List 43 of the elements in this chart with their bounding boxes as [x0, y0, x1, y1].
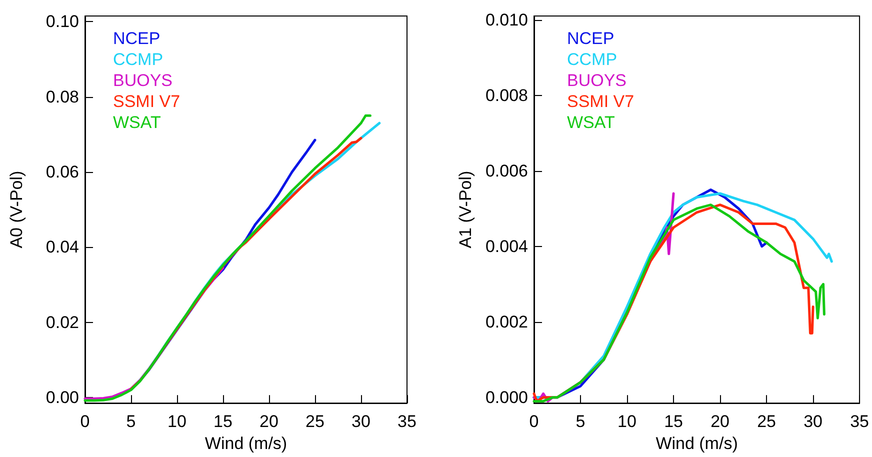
y-tick-label: 0.002 — [485, 312, 528, 332]
x-tick-label: 0 — [80, 412, 90, 432]
x-tick-label: 30 — [352, 412, 370, 432]
x-tick-label: 20 — [710, 412, 730, 432]
text: WSAT — [113, 113, 161, 132]
x-tick-label: 5 — [576, 412, 586, 432]
y-tick-label: 0.02 — [46, 312, 79, 332]
x-tick-label: 20 — [260, 412, 278, 432]
y-tick-label: 0.08 — [46, 87, 79, 106]
x-tick-label: 15 — [664, 412, 683, 432]
x-tick-label: 0 — [529, 412, 539, 432]
line-series — [84, 114, 372, 402]
x-tick-label: 5 — [126, 412, 136, 432]
y-tick-label: 0.04 — [46, 238, 79, 257]
x-tick-label: 30 — [804, 412, 822, 432]
text: CCMP — [113, 50, 164, 69]
text: SSMI V7 — [113, 92, 180, 111]
x-tick-label: 25 — [757, 412, 776, 432]
text: NCEP — [567, 29, 614, 48]
x-axis-title: Wind (m/s) — [656, 434, 738, 453]
text: NCEP — [113, 29, 160, 48]
text: BUOYS — [113, 71, 173, 90]
y-tick-label: 0.004 — [485, 236, 528, 256]
text: WSAT — [567, 113, 615, 132]
x-axis-title: Wind (m/s) — [204, 434, 288, 453]
text: BUOYS — [567, 71, 627, 90]
text: CCMP — [567, 50, 618, 69]
y-tick-label: 0.06 — [46, 162, 79, 182]
x-tick-label: 25 — [306, 412, 324, 432]
x-tick-label: 10 — [168, 412, 186, 432]
y-tick-label: 0.008 — [485, 86, 528, 105]
y-tick-label: 0.010 — [485, 10, 528, 30]
x-tick-label: 15 — [214, 412, 232, 432]
x-tick-label: 35 — [398, 412, 416, 432]
y-axis-title: A0 (V-Pol) — [7, 170, 26, 248]
y-tick-label: 0.10 — [46, 12, 79, 32]
y-axis-title: A1 (V-Pol) — [456, 170, 475, 248]
x-tick-label: 10 — [618, 412, 636, 432]
y-tick-label: 0.006 — [485, 161, 528, 180]
y-tick-label: 0.000 — [485, 388, 528, 407]
x-tick-label: 35 — [850, 412, 870, 432]
text: SSMI V7 — [567, 92, 634, 111]
y-tick-label: 0.00 — [46, 388, 79, 407]
